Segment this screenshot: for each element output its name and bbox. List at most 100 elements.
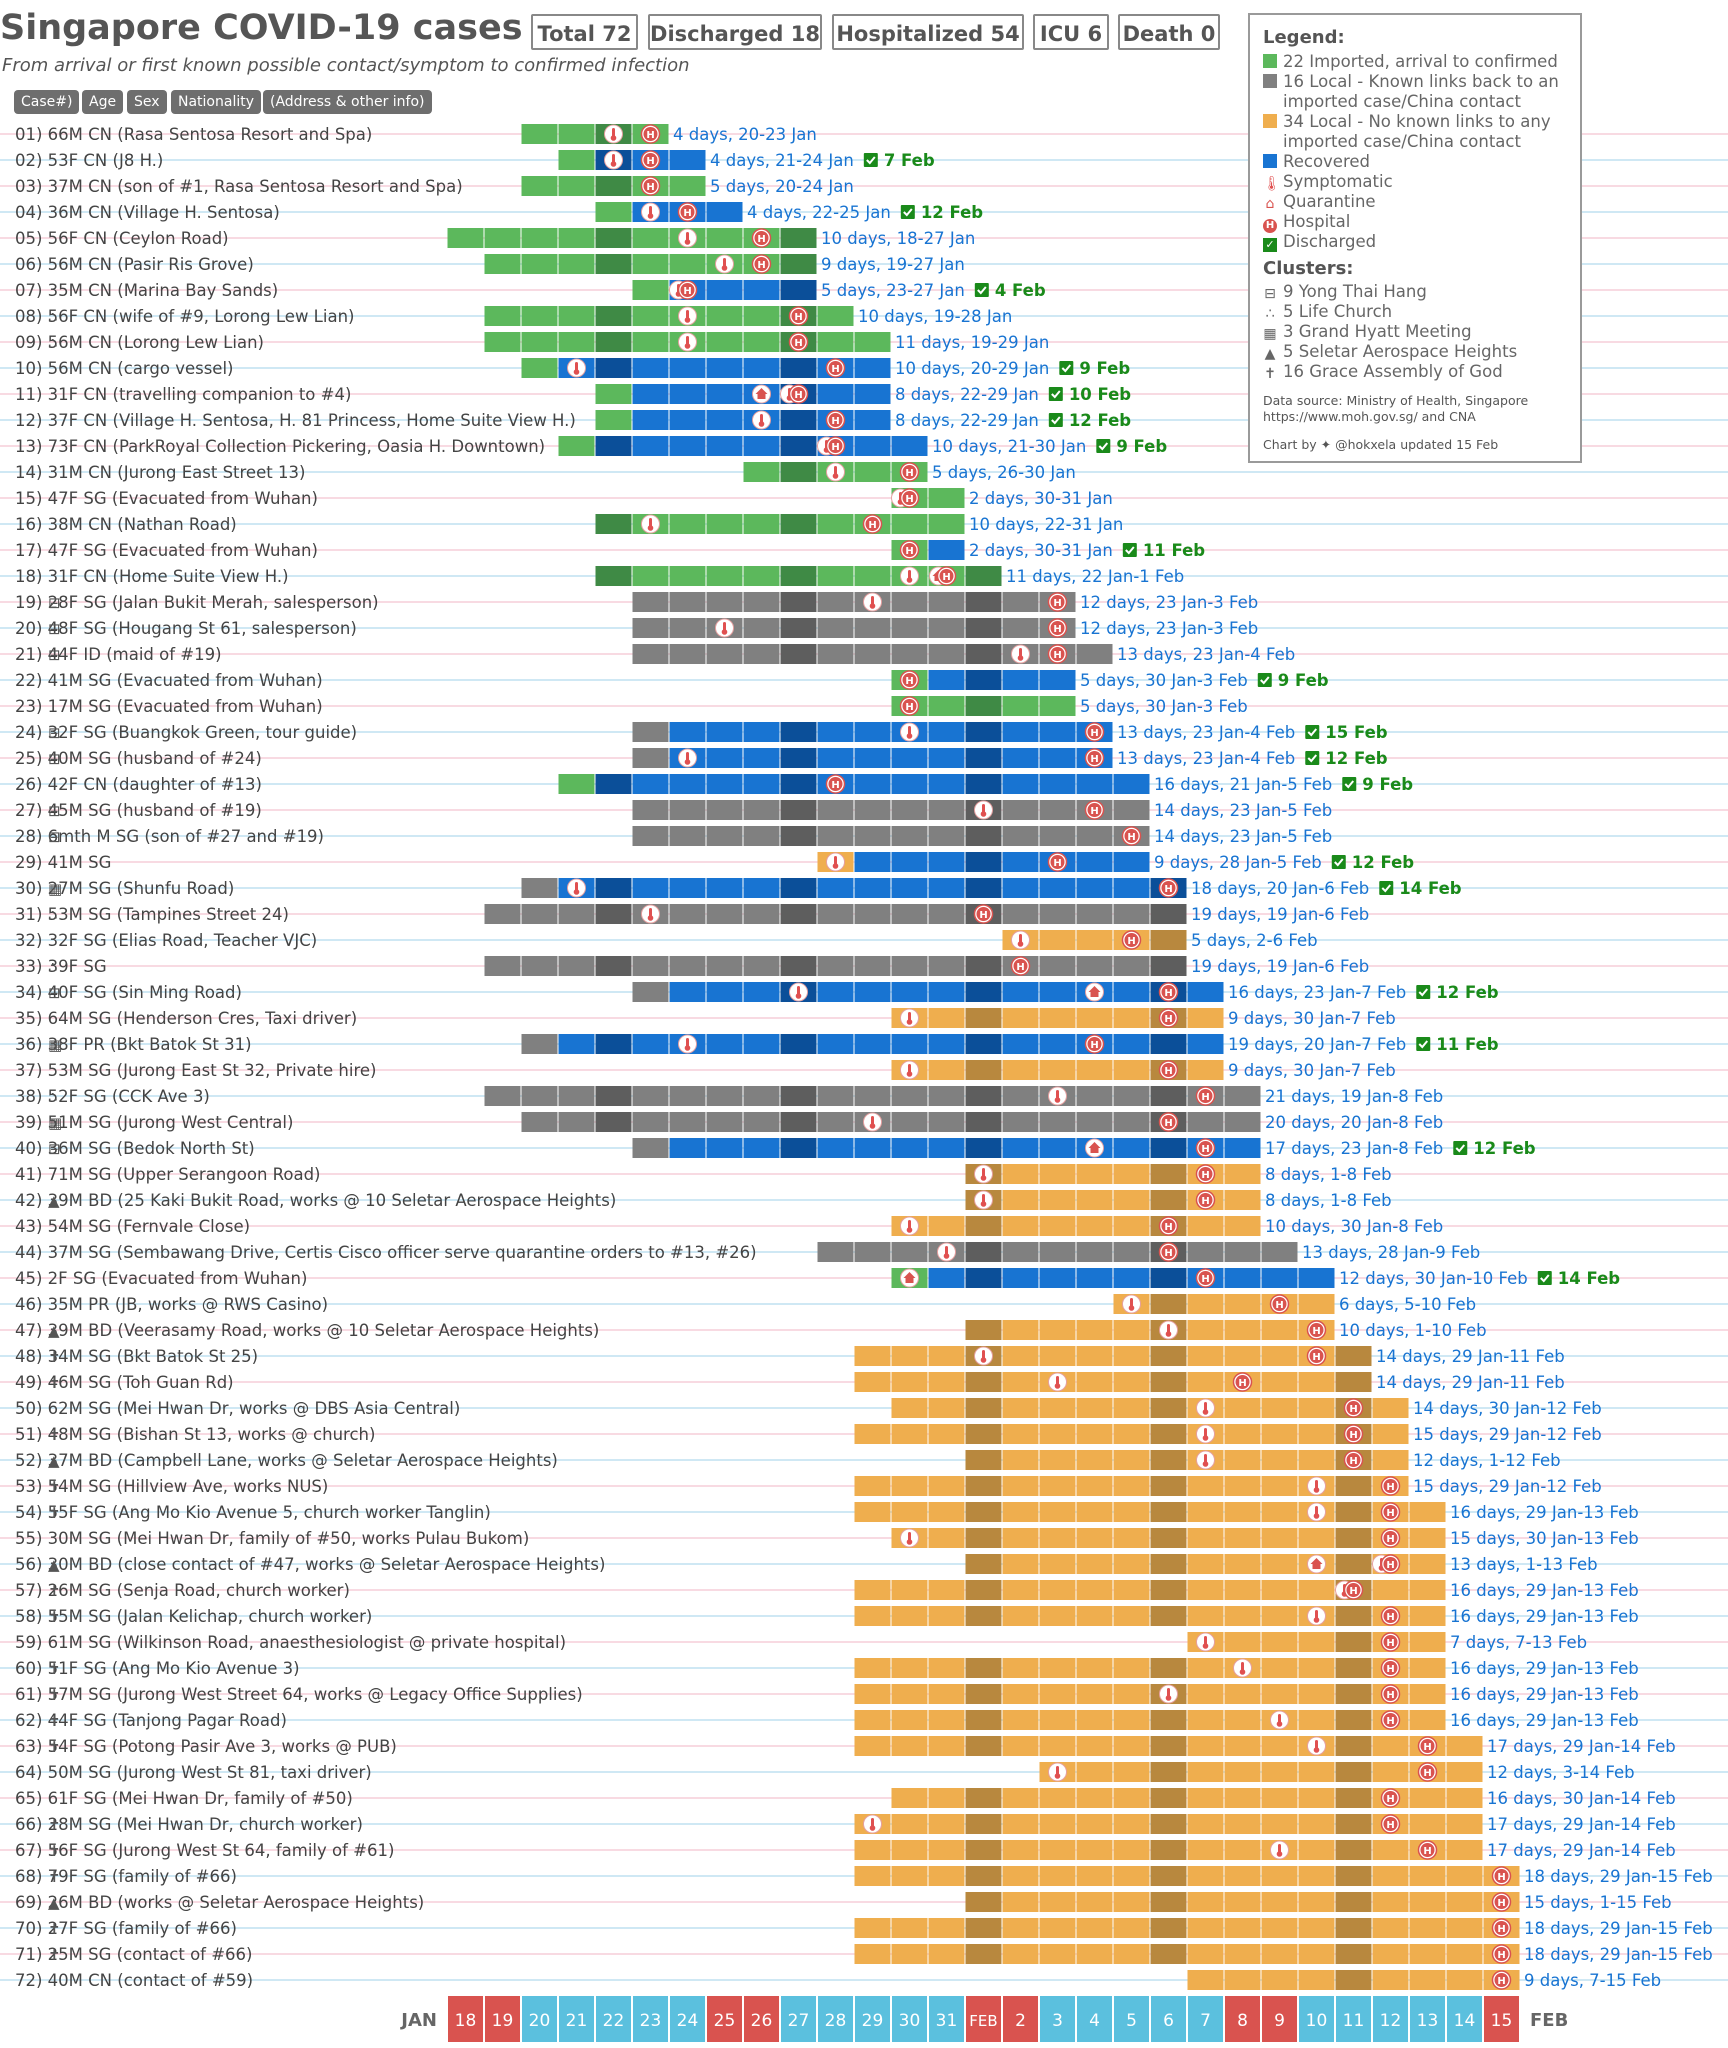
hospital-letter: H (1164, 988, 1172, 999)
bar-day-cell (1446, 1736, 1483, 1756)
bar-day-cell (1298, 1944, 1335, 1964)
hospital-letter: H (1053, 624, 1061, 635)
bar-day-cell (928, 1814, 965, 1834)
bar-day-cell (1002, 1502, 1039, 1522)
hospital-disc (1420, 1739, 1435, 1753)
bar-day-cell (1039, 1502, 1076, 1522)
bar-day-cell (1187, 1476, 1224, 1496)
bar-day-cell (669, 384, 706, 404)
case-row-41: 41) 71M SG (Upper Serangoon Road) H 8 days… (0, 1164, 1728, 1184)
case-row-54: 54) 55F SG (Ang Mo Kio Avenue 5, church … (0, 1502, 1728, 1522)
thermometer-icon (641, 514, 660, 534)
bar-day-cell (1298, 1372, 1335, 1392)
case-row-69: 69) 26M BD (works @ Seletar Aerospace He… (0, 1892, 1728, 1912)
bar-day-cell (1409, 1710, 1446, 1730)
hospital-icon: H (788, 306, 809, 326)
bar-day-cell (1261, 1736, 1298, 1756)
case-duration-text: 17 days, 29 Jan-14 Feb (1487, 1815, 1676, 1834)
case-duration-text: 9 days, 30 Jan-7 Feb (1228, 1061, 1396, 1080)
legend-item-imported: 22 Imported, arrival to confirmed (1263, 52, 1558, 72)
thermometer-icon (863, 1112, 882, 1132)
case-row-50: 50) 62M SG (Mei Hwan Dr, works @ DBS Asi… (0, 1398, 1728, 1418)
hospital-disc (1494, 1921, 1509, 1935)
bar-day-cell (854, 852, 891, 872)
bar-day-cell (854, 1502, 891, 1522)
bar-day-cell (521, 956, 558, 976)
bar-day-cell (558, 1086, 595, 1106)
bar-day-cell (1150, 1866, 1187, 1886)
church-people-icon: ∴ (48, 1088, 58, 1106)
bar-day-cell (817, 306, 854, 326)
thermometer-stem (723, 258, 726, 267)
bar-day-cell (1039, 904, 1076, 924)
bar-day-cell (1298, 1580, 1335, 1600)
axis-day-cell (1188, 1996, 1223, 2042)
bar-day-cell (632, 800, 669, 820)
bar-day-cell (965, 1580, 1002, 1600)
bar-day-cell (1150, 1476, 1187, 1496)
bar-day-cell (965, 1710, 1002, 1730)
bar-day-cell (669, 904, 706, 924)
legend-item-unlinked: 34 Local - No known links to any importe… (1263, 112, 1593, 152)
bar-day-cell (928, 1268, 965, 1288)
bar-day-cell (817, 1112, 854, 1132)
case-row-29: 29) 41M SG H 9 days, 28 Jan-5 Feb 12 Feb (0, 852, 1728, 872)
bar-day-cell (928, 644, 965, 664)
case-duration-text: 4 days, 20-23 Jan (673, 125, 817, 144)
bar-day-cell (1187, 1814, 1224, 1834)
bar-day-cell (669, 1112, 706, 1132)
thermometer-icon (974, 1190, 993, 1210)
shop-icon: ⊟ (48, 802, 61, 820)
case-duration-text: 16 days, 29 Jan-13 Feb (1450, 1503, 1639, 1522)
bar-day-cell (706, 592, 743, 612)
thermometer-stem (834, 856, 837, 865)
thermometer-bulb (684, 343, 691, 349)
hospital-disc (1346, 1583, 1361, 1597)
bar-day-cell (965, 1814, 1002, 1834)
hospital-icon: H (1084, 1034, 1105, 1054)
axis-day-cell (855, 1996, 890, 2042)
bar-day-cell (1150, 1138, 1187, 1158)
shop-icon: ⊟ (48, 750, 61, 768)
green-square-icon (1263, 54, 1277, 68)
case-row-32: 32) 32F SG (Elias Road, Teacher VJC) H 5 d… (0, 930, 1728, 950)
case-duration-text: 17 days, 29 Jan-14 Feb (1487, 1841, 1676, 1860)
check-mark (903, 208, 913, 217)
bar-day-cell (1113, 1736, 1150, 1756)
hospital-icon: H (1158, 982, 1179, 1002)
bar-day-cell (891, 1086, 928, 1106)
thermometer-bulb (943, 1253, 950, 1259)
hospital-letter: H (757, 260, 765, 271)
case-label: 31) 53M SG (Tampines Street 24) (15, 905, 289, 924)
bar-day-cell (595, 904, 632, 924)
hospital-disc (1383, 1479, 1398, 1493)
thermometer-icon (1048, 1086, 1067, 1106)
bar-day-cell (1224, 1528, 1261, 1548)
bar-day-cell (1446, 1788, 1483, 1808)
bar-day-cell (1298, 1918, 1335, 1938)
thermometer-stem (1056, 1376, 1059, 1385)
bar-day-cell (1002, 1554, 1039, 1574)
bar-day-cell (965, 1372, 1002, 1392)
bar-day-cell (1150, 1554, 1187, 1574)
axis-day-label: 5 (1126, 2011, 1137, 2031)
axis-day-cell (1447, 1996, 1482, 2042)
discharged-date-text: 9 Feb (1278, 671, 1329, 690)
bar-day-cell (1187, 1892, 1224, 1912)
bar-day-cell (595, 332, 632, 352)
case-row-35: 35) 64M SG (Henderson Cres, Taxi driver)… (0, 1008, 1728, 1028)
house-shape (903, 1272, 916, 1283)
bar-day-cell (854, 1606, 891, 1626)
case-label: 70) 27F SG (family of #66) (15, 1919, 237, 1938)
thermometer-stem (1278, 1714, 1281, 1723)
bar-day-cell (1002, 1736, 1039, 1756)
house-shape (755, 388, 768, 399)
hospital-icon: H (1380, 1554, 1401, 1574)
case-label: 33) 39F SG (15, 957, 107, 976)
thermometer-stem (1056, 1090, 1059, 1099)
axis-day-label: 28 (825, 2011, 847, 2031)
hospital-icon: H (1121, 930, 1142, 950)
bar-day-cell (891, 1684, 928, 1704)
bar-day-cell (558, 956, 595, 976)
hospital-letter: H (1349, 1456, 1357, 1467)
